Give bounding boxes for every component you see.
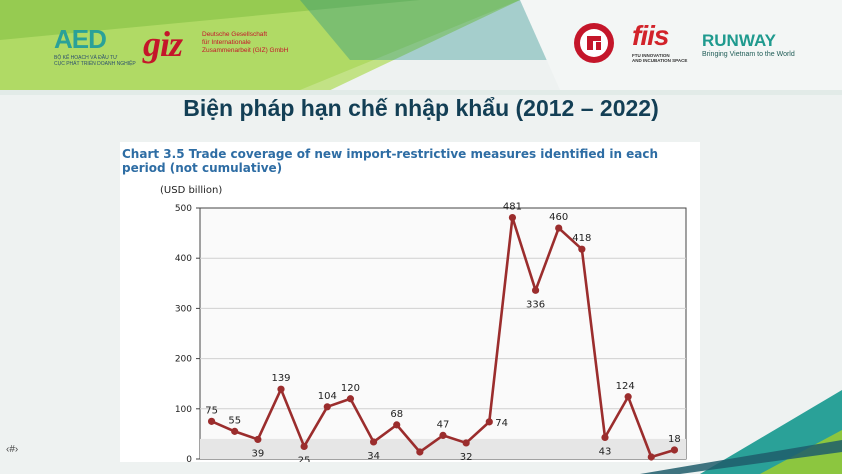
- data-point: [231, 427, 239, 435]
- fiis-logo: fiis FTU INNOVATION AND INCUBATION SPACE: [632, 20, 688, 64]
- fiis-mark: fiis: [632, 20, 669, 51]
- data-label: 39: [251, 448, 264, 459]
- data-point: [254, 435, 262, 444]
- data-label: 481: [503, 202, 522, 213]
- plot-area: [199, 207, 687, 460]
- data-label: 120: [341, 383, 360, 394]
- giz-text-1: Deutsche Gesellschaft: [202, 31, 268, 38]
- data-label: 25: [298, 455, 311, 462]
- data-label: 139: [271, 373, 290, 384]
- data-point: [277, 385, 285, 393]
- university-seal-icon: [574, 23, 614, 63]
- y-tick-label: 300: [175, 304, 192, 314]
- giz-text-2: für Internationale: [202, 39, 251, 46]
- data-point: [346, 395, 355, 403]
- data-point: [647, 453, 655, 461]
- data-point: [439, 431, 447, 440]
- aed-subtitle-2: Cục Phát triển Doanh nghiệp: [54, 61, 136, 67]
- data-point: [670, 446, 679, 454]
- data-label: 34: [367, 451, 380, 462]
- data-point: [323, 403, 331, 411]
- data-label: 104: [318, 391, 337, 402]
- slide-number: ‹#›: [6, 444, 19, 455]
- data-label: 336: [526, 299, 545, 310]
- slide-title: Biện pháp hạn chế nhập khẩu (2012 – 2022…: [183, 95, 659, 121]
- y-axis-label: (USD billion): [160, 185, 222, 196]
- y-tick-label: 400: [175, 254, 192, 264]
- data-label: 74: [495, 418, 508, 429]
- data-point: [369, 438, 378, 446]
- y-tick-label: 500: [175, 204, 192, 214]
- data-label: 47: [437, 419, 450, 430]
- data-label: 124: [616, 381, 635, 392]
- giz-text: Deutsche Gesellschaft für Internationale…: [202, 31, 312, 55]
- data-point: [555, 224, 563, 232]
- data-point: [578, 245, 586, 253]
- y-tick-label: 200: [175, 355, 192, 365]
- data-label: 14: [413, 461, 426, 462]
- data-point: [485, 418, 493, 426]
- data-label: 43: [599, 446, 612, 457]
- aed-mark: AED: [54, 24, 107, 54]
- data-label: 68: [390, 409, 403, 420]
- data-point: [531, 286, 540, 294]
- data-point: [462, 439, 470, 447]
- data-point: [508, 213, 517, 222]
- data-point: [393, 421, 401, 429]
- data-point: [624, 393, 632, 401]
- data-label: 75: [205, 405, 218, 416]
- data-label: 32: [460, 452, 473, 462]
- y-tick-label: 0: [186, 455, 192, 462]
- data-label: 460: [549, 212, 568, 223]
- data-label: 418: [572, 233, 591, 244]
- runway-logo: RUNWAY Bringing Vietnam to the World: [702, 32, 795, 59]
- y-tick-label: 100: [175, 405, 192, 415]
- data-label: 55: [228, 415, 241, 426]
- data-label: 18: [668, 434, 681, 445]
- runway-mark: RUNWAY: [702, 31, 776, 50]
- fiis-sub-2: AND INCUBATION SPACE: [632, 58, 688, 63]
- giz-logo: giz: [143, 24, 183, 64]
- giz-mark: giz: [143, 24, 183, 64]
- data-point: [601, 433, 609, 442]
- fiis-sub-1: FTU INNOVATION: [632, 53, 670, 58]
- chart-title: Chart 3.5 Trade coverage of new import-r…: [122, 147, 659, 175]
- giz-text-3: Zusammenarbeit (GIZ) GmbH: [202, 47, 289, 54]
- line-chart: 0 100 200 300 400 500 (USD billion) 75 55 39 139 25…: [160, 185, 687, 462]
- aed-logo: AED Bộ Kế hoạch và Đầu tư Cục Phát triển…: [54, 24, 136, 67]
- data-point: [416, 448, 424, 456]
- low-band: [200, 438, 686, 459]
- aed-subtitle-1: Bộ Kế hoạch và Đầu tư: [54, 55, 118, 61]
- data-point: [300, 442, 308, 451]
- runway-tagline: Bringing Vietnam to the World: [702, 51, 795, 58]
- data-point: [207, 417, 216, 425]
